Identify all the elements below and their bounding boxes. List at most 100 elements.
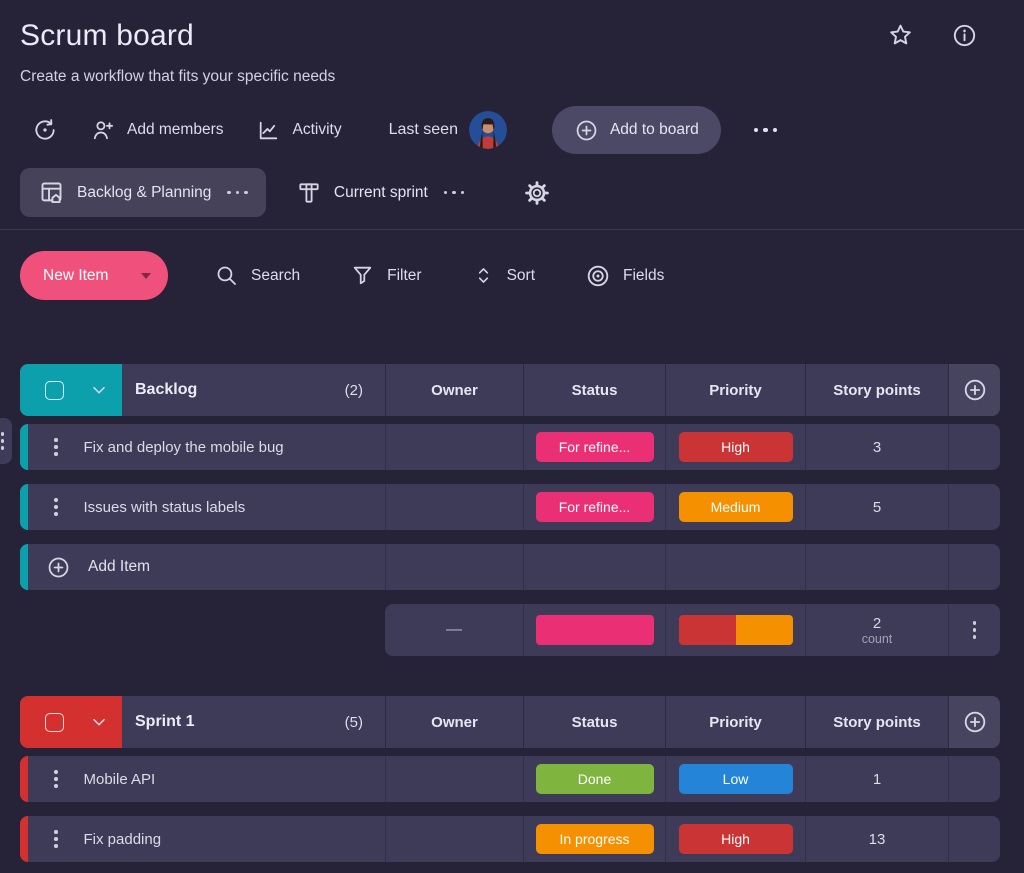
row-menu-icon[interactable] (50, 826, 62, 852)
plus-circle-icon (964, 711, 985, 733)
toolbar-more-icon[interactable] (753, 127, 778, 133)
activity-chart-icon (260, 121, 278, 139)
status-chip[interactable]: For refine... (535, 492, 654, 522)
tab-menu-icon[interactable] (227, 190, 248, 195)
favorite-star-icon[interactable] (887, 22, 914, 49)
column-header-status[interactable]: Status (523, 364, 665, 416)
story-points-value[interactable]: 3 (872, 438, 882, 456)
tab-menu-icon[interactable] (443, 190, 465, 195)
group-select-zone[interactable] (20, 696, 122, 748)
filter-label: Filter (387, 266, 422, 284)
status-summary-bar[interactable] (535, 615, 654, 645)
info-icon[interactable] (951, 22, 978, 49)
board-home-icon (41, 182, 62, 204)
last-seen-label: Last seen (388, 121, 458, 138)
add-item-button[interactable]: Add Item (28, 544, 385, 590)
search-button[interactable]: Search (214, 263, 300, 288)
summary-menu-icon[interactable] (969, 617, 981, 643)
column-header-story-points[interactable]: Story points (805, 364, 948, 416)
collapse-chevron-icon[interactable] (88, 711, 110, 733)
item-name[interactable]: Issues with status labels (83, 498, 246, 516)
integrate-icon[interactable] (20, 117, 58, 143)
sort-button[interactable]: Sort (472, 263, 535, 288)
collapse-chevron-icon[interactable] (88, 379, 110, 401)
status-chip[interactable]: Done (535, 764, 654, 794)
tab-backlog-planning-label: Backlog & Planning (77, 183, 212, 201)
add-to-board-label: Add to board (609, 121, 699, 138)
board-table-area: Backlog (2) Owner Status Priority Story … (20, 364, 1000, 862)
group-header-sprint-1: Sprint 1 (5) Owner Status Priority Story… (20, 696, 1000, 748)
status-chip[interactable]: For refine... (535, 432, 654, 462)
table-row[interactable]: Fix and deploy the mobile bug For refine… (20, 424, 1000, 470)
group-select-zone[interactable] (20, 364, 122, 416)
fields-button[interactable]: Fields (585, 263, 664, 289)
priority-chip[interactable]: Medium (678, 492, 793, 522)
new-item-button[interactable]: New Item (20, 251, 168, 300)
column-header-status[interactable]: Status (523, 696, 665, 748)
fields-label: Fields (623, 266, 665, 284)
add-members-button[interactable]: Add members (91, 118, 223, 143)
filter-funnel-icon (353, 266, 372, 285)
fields-eye-icon (587, 265, 609, 286)
item-name[interactable]: Fix and deploy the mobile bug (83, 438, 284, 456)
plus-circle-icon (48, 557, 69, 577)
item-name[interactable]: Mobile API (83, 770, 156, 788)
row-menu-icon[interactable] (50, 434, 62, 460)
board-header: Scrum board (20, 18, 1000, 54)
add-members-label: Add members (127, 121, 224, 138)
tab-current-sprint[interactable]: Current sprint (278, 168, 482, 217)
plus-circle-icon (964, 379, 985, 401)
add-item-row[interactable]: Add Item (20, 544, 1000, 590)
add-person-icon (93, 120, 114, 139)
activity-button[interactable]: Activity (256, 118, 342, 143)
actions-bar: New Item Search Filter Sort (20, 251, 1000, 300)
story-points-value[interactable]: 1 (872, 770, 882, 788)
column-header-owner[interactable]: Owner (385, 696, 523, 748)
story-points-value[interactable]: 5 (872, 498, 882, 516)
owner-cell[interactable] (385, 424, 523, 470)
chevron-down-icon[interactable] (141, 272, 151, 279)
owner-cell[interactable] (385, 756, 523, 802)
add-item-label: Add Item (88, 558, 151, 575)
column-header-priority[interactable]: Priority (665, 696, 805, 748)
group-item-count: (2) (344, 381, 363, 399)
item-name[interactable]: Fix padding (83, 830, 162, 848)
table-row[interactable]: Fix padding In progress High 13 (20, 816, 1000, 862)
last-seen[interactable]: Last seen (389, 111, 507, 149)
column-header-priority[interactable]: Priority (665, 364, 805, 416)
priority-summary-bar[interactable] (678, 615, 793, 645)
add-column-button[interactable] (948, 696, 1000, 748)
search-icon (217, 266, 236, 285)
group-name[interactable]: Sprint 1 (135, 713, 195, 730)
priority-chip[interactable]: High (678, 824, 793, 854)
priority-chip[interactable]: Low (678, 764, 793, 794)
owner-cell[interactable] (385, 816, 523, 862)
board-tabs: Backlog & Planning Current sprint (20, 168, 1000, 217)
empty-cell (385, 544, 523, 590)
column-header-owner[interactable]: Owner (385, 364, 523, 416)
activity-label: Activity (292, 121, 342, 138)
status-chip[interactable]: In progress (535, 824, 654, 854)
priority-chip[interactable]: High (678, 432, 793, 462)
group-name[interactable]: Backlog (135, 381, 198, 398)
row-menu-icon[interactable] (50, 766, 62, 792)
table-row[interactable]: Issues with status labels For refine... … (20, 484, 1000, 530)
row-group-stripe (20, 484, 28, 530)
empty-cell (805, 544, 948, 590)
filter-button[interactable]: Filter (350, 263, 422, 288)
board-settings-gear-icon[interactable] (524, 180, 550, 206)
group-checkbox[interactable] (45, 712, 64, 732)
group-checkbox[interactable] (45, 380, 64, 400)
avatar[interactable] (468, 111, 507, 149)
add-to-board-button[interactable]: Add to board (551, 106, 721, 154)
owner-cell[interactable] (385, 484, 523, 530)
empty-cell (665, 544, 805, 590)
tab-backlog-planning[interactable]: Backlog & Planning (20, 168, 266, 217)
story-points-value[interactable]: 13 (868, 830, 886, 848)
row-menu-icon[interactable] (50, 494, 62, 520)
table-row[interactable]: Mobile API Done Low 1 (20, 756, 1000, 802)
column-header-story-points[interactable]: Story points (805, 696, 948, 748)
add-column-button[interactable] (948, 364, 1000, 416)
board-edge-handle[interactable] (0, 418, 12, 464)
